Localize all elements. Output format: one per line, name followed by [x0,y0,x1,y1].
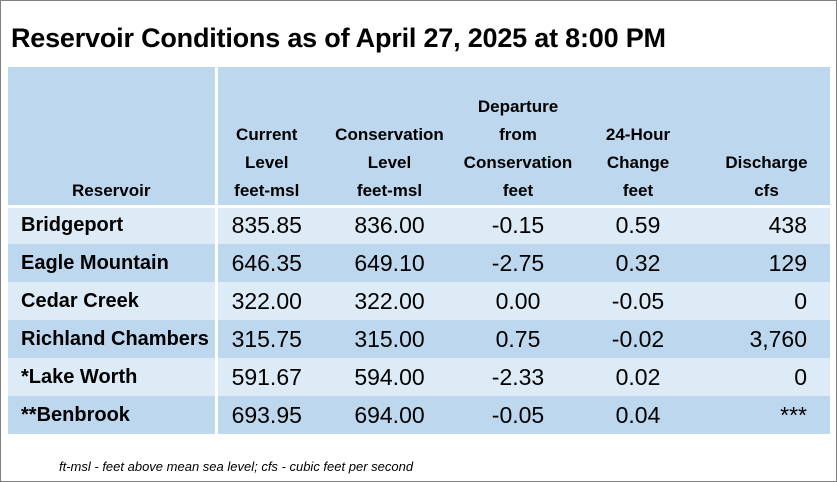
cell-current-level: 322.00 [216,282,316,320]
cell-discharge: 129 [703,244,830,282]
cell-discharge: 3,760 [703,320,830,358]
header-current-level: Current Level feet-msl [216,67,316,206]
cell-discharge: 438 [703,206,830,244]
cell-reservoir: **Benbrook [8,396,218,434]
table-row: Eagle Mountain 646.35 649.10 -2.75 0.32 … [8,244,830,282]
cell-departure: -0.15 [463,206,573,244]
header-conservation-level: Conservation Level feet-msl [316,67,463,206]
cell-discharge: *** [703,396,830,434]
cell-24-hour-change: -0.02 [573,320,703,358]
cell-24-hour-change: -0.05 [573,282,703,320]
cell-departure: -2.33 [463,358,573,396]
cell-departure: 0.00 [463,282,573,320]
cell-reservoir: Richland Chambers [8,320,218,358]
cell-24-hour-change: 0.02 [573,358,703,396]
cell-24-hour-change: 0.32 [573,244,703,282]
cell-current-level: 646.35 [216,244,316,282]
cell-reservoir: Cedar Creek [8,282,218,320]
table-row: Richland Chambers 315.75 315.00 0.75 -0.… [8,320,830,358]
header-24-hour-change: 24-Hour Change feet [573,67,703,206]
header-departure: Departure from Conservation feet [463,67,573,206]
cell-current-level: 835.85 [216,206,316,244]
header-reservoir: Reservoir [8,67,218,206]
header-discharge: Discharge cfs [703,67,830,206]
cell-discharge: 0 [703,282,830,320]
cell-departure: -0.05 [463,396,573,434]
cell-discharge: 0 [703,358,830,396]
cell-current-level: 315.75 [216,320,316,358]
cell-departure: -2.75 [463,244,573,282]
cell-reservoir: *Lake Worth [8,358,218,396]
cell-reservoir: Eagle Mountain [8,244,218,282]
cell-24-hour-change: 0.04 [573,396,703,434]
cell-conservation-level: 322.00 [316,282,463,320]
table-row: **Benbrook 693.95 694.00 -0.05 0.04 *** [8,396,830,434]
page-title: Reservoir Conditions as of April 27, 202… [11,23,666,53]
cell-conservation-level: 594.00 [316,358,463,396]
table-row: Bridgeport 835.85 836.00 -0.15 0.59 438 [8,206,830,244]
cell-conservation-level: 836.00 [316,206,463,244]
cell-conservation-level: 649.10 [316,244,463,282]
cell-conservation-level: 694.00 [316,396,463,434]
cell-current-level: 693.95 [216,396,316,434]
cell-conservation-level: 315.00 [316,320,463,358]
table-row: Cedar Creek 322.00 322.00 0.00 -0.05 0 [8,282,830,320]
cell-current-level: 591.67 [216,358,316,396]
cell-24-hour-change: 0.59 [573,206,703,244]
cell-reservoir: Bridgeport [8,206,218,244]
table-row: *Lake Worth 591.67 594.00 -2.33 0.02 0 [8,358,830,396]
footnote: ft-msl - feet above mean sea level; cfs … [59,459,414,474]
table-header-row: Reservoir Current Level feet-msl Conserv… [8,67,830,206]
cell-departure: 0.75 [463,320,573,358]
reservoir-table: Reservoir Current Level feet-msl Conserv… [8,67,830,434]
